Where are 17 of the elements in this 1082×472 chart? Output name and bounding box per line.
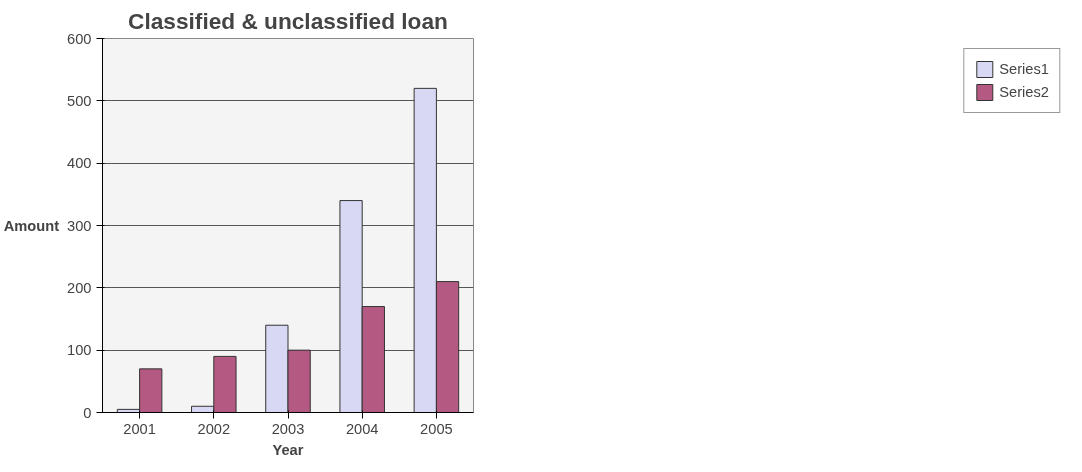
y-tick-label: 300 <box>67 217 92 234</box>
y-tick-label: 600 <box>67 30 92 47</box>
legend-label: Series2 <box>999 84 1049 100</box>
chart-title: Classified & unclassified loan <box>128 7 448 34</box>
x-tick-label: 2003 <box>271 420 305 437</box>
y-tick-label: 0 <box>83 404 92 421</box>
x-tick-label: 2002 <box>197 420 231 437</box>
y-tick-label: 200 <box>67 279 92 296</box>
legend-label: Series1 <box>999 61 1049 77</box>
y-tick-label: 500 <box>67 92 92 109</box>
y-tick-label: 100 <box>67 342 92 359</box>
y-tick-label: 400 <box>67 155 92 172</box>
x-tick-label: 2001 <box>123 420 156 437</box>
x-tick-label: 2005 <box>420 420 453 437</box>
y-axis-title: Amount <box>3 217 60 234</box>
x-tick-label: 2004 <box>345 420 379 437</box>
x-axis-title: Year <box>272 441 304 458</box>
